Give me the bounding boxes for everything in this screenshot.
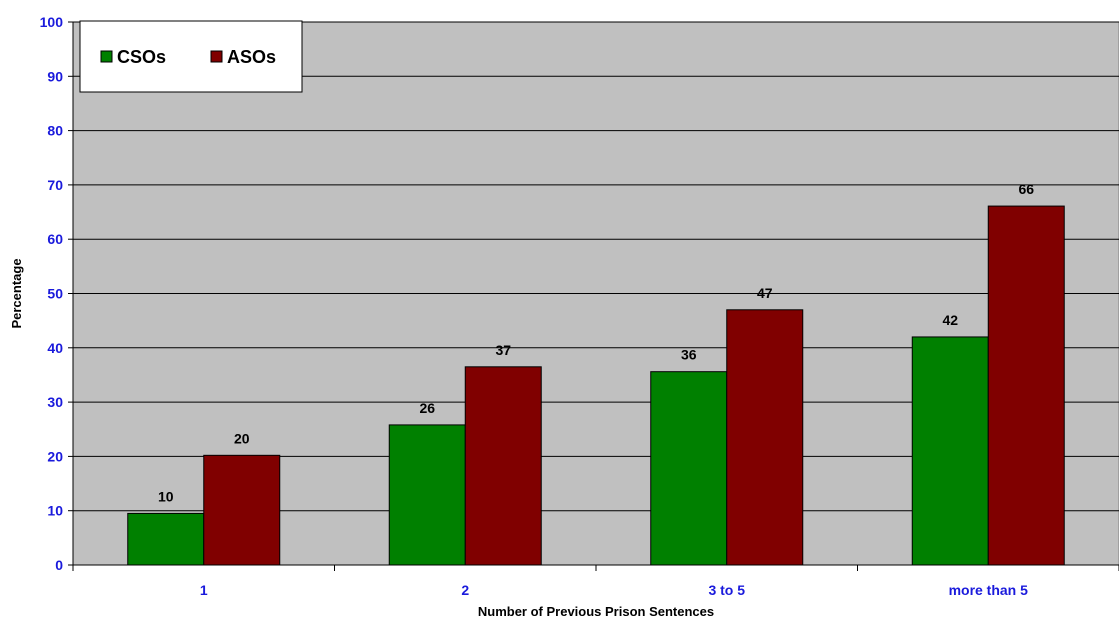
y-tick-label: 20 [47, 448, 63, 464]
data-label: 26 [419, 400, 435, 416]
bars [127, 205, 1065, 566]
bar-csos [388, 424, 466, 566]
legend-label-asos: ASOs [227, 47, 276, 67]
bar-asos [203, 454, 281, 566]
data-labels: 10 20 26 37 36 47 42 66 [158, 181, 1034, 504]
y-tick-labels: 0 10 20 30 40 50 60 70 80 90 100 [40, 14, 73, 573]
x-tick-label: 1 [200, 582, 208, 598]
y-tick-label: 90 [47, 68, 63, 84]
x-tick-label: 3 to 5 [708, 582, 745, 598]
y-axis-title: Percentage [9, 258, 24, 328]
data-label: 37 [495, 342, 511, 358]
bar-csos [911, 336, 989, 566]
bar-asos [464, 366, 542, 566]
data-label: 47 [757, 285, 773, 301]
bar-asos [987, 205, 1065, 566]
y-tick-label: 40 [47, 340, 63, 356]
bar-csos [127, 512, 205, 566]
y-tick-label: 80 [47, 123, 63, 139]
bar-csos [650, 371, 728, 566]
bar-asos [726, 309, 804, 566]
x-tick-labels: 1 2 3 to 5 more than 5 [72, 565, 1119, 598]
y-tick-label: 0 [55, 557, 63, 573]
data-label: 66 [1018, 181, 1034, 197]
x-axis-title: Number of Previous Prison Sentences [478, 604, 714, 619]
y-tick-label: 50 [47, 286, 63, 302]
data-label: 20 [234, 430, 250, 446]
legend-label-csos: CSOs [117, 47, 166, 67]
data-label: 36 [681, 347, 697, 363]
legend-box [79, 20, 303, 93]
legend: CSOs ASOs [79, 20, 303, 93]
y-tick-label: 60 [47, 231, 63, 247]
legend-swatch-asos [210, 50, 223, 63]
x-tick-label: 2 [461, 582, 469, 598]
data-label: 42 [942, 312, 958, 328]
y-tick-label: 30 [47, 394, 63, 410]
x-tick-label: more than 5 [949, 582, 1029, 598]
data-label: 10 [158, 488, 174, 504]
y-tick-label: 100 [40, 14, 64, 30]
legend-swatch-csos [100, 50, 113, 63]
y-tick-label: 10 [47, 503, 63, 519]
y-tick-label: 70 [47, 177, 63, 193]
